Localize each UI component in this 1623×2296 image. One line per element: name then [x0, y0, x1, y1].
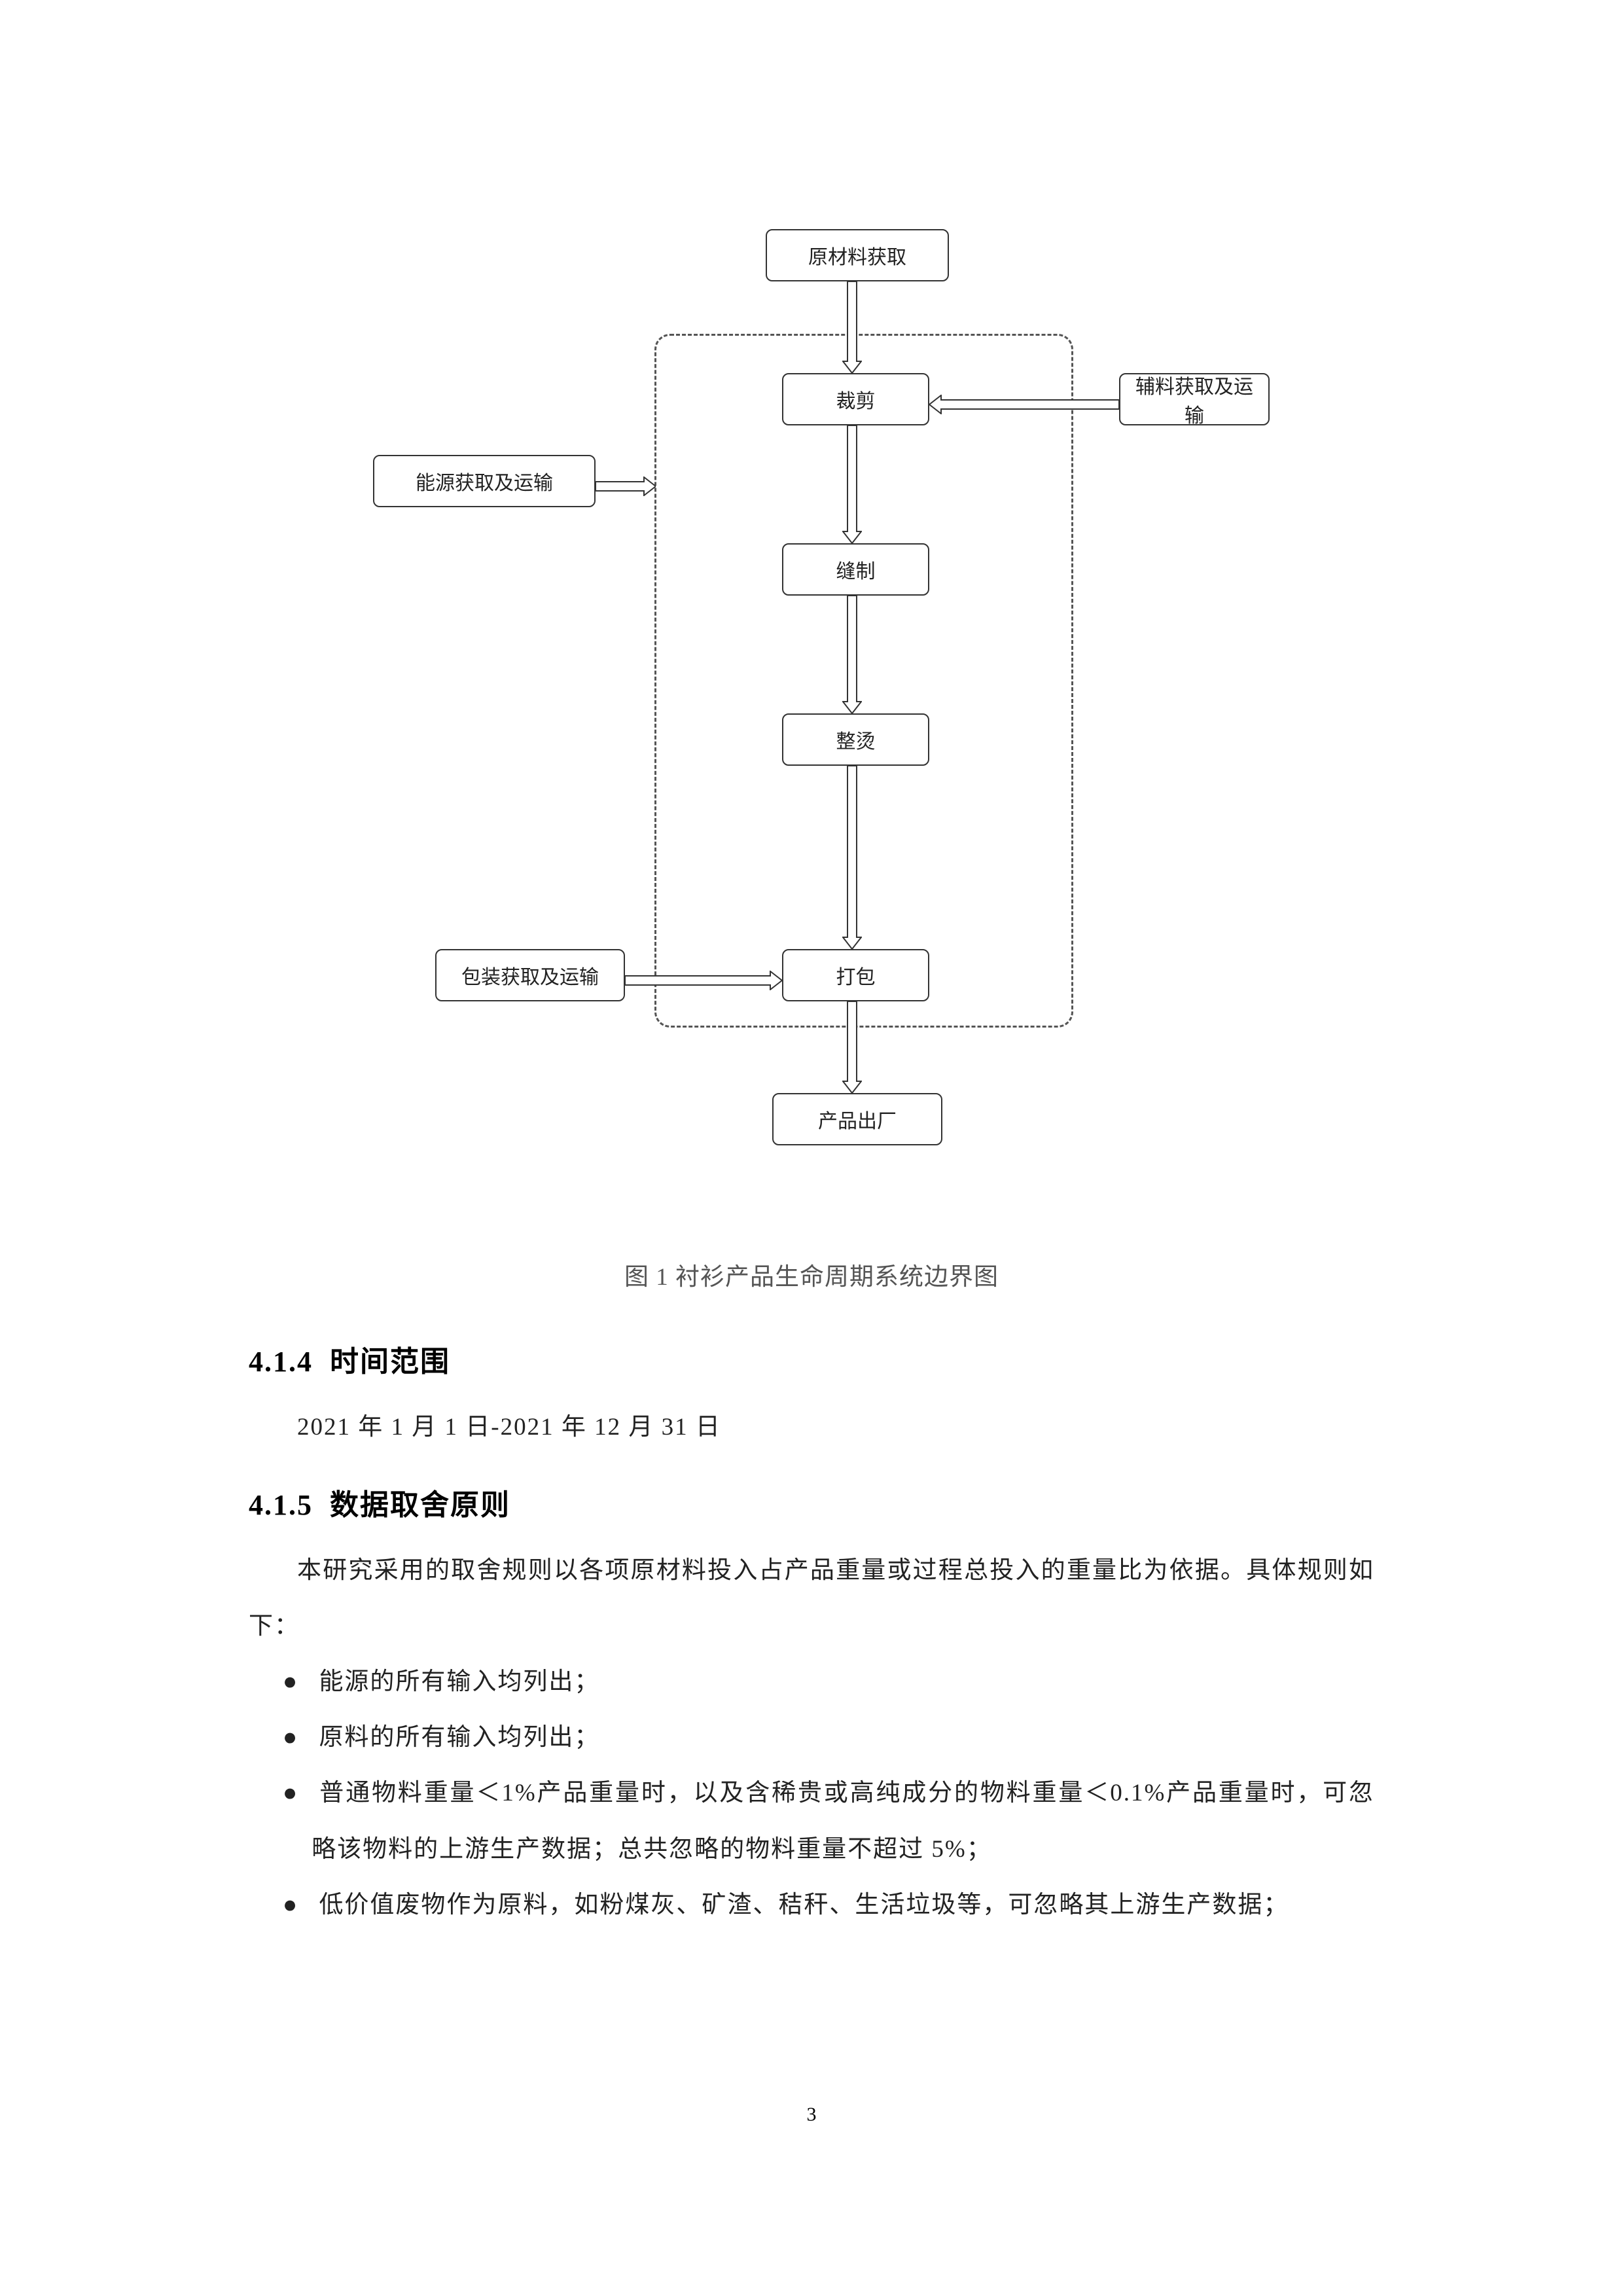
list-item-text: 低价值废物作为原料，如粉煤灰、矿渣、秸秆、生活垃圾等，可忽略其上游生产数据； — [312, 1892, 1289, 1918]
figure-caption: 图 1 衬衫产品生命周期系统边界图 — [249, 1257, 1374, 1292]
list-item: ● 能源的所有输入均列出； — [249, 1654, 1374, 1710]
bullet-icon: ● — [297, 1654, 312, 1710]
node-aux: 辅料获取及运输 — [1119, 373, 1270, 425]
heading-title: 数据取舍原则 — [330, 1489, 510, 1521]
flowchart: 原材料获取裁剪缝制整烫打包产品出厂 辅料获取及运输能源获取及运输包装获取及运输 — [353, 229, 1270, 1178]
node-out: 产品出厂 — [772, 1093, 942, 1145]
node-iron: 整烫 — [782, 713, 929, 766]
bullet-list: ● 能源的所有输入均列出；● 原料的所有输入均列出；● 普通物料重量＜1%产品重… — [249, 1654, 1374, 1932]
bullet-icon: ● — [297, 1710, 312, 1765]
page-number: 3 — [0, 2104, 1623, 2126]
heading-4-1-5: 4.1.5 数据取舍原则 — [249, 1481, 1374, 1523]
list-item-text: 能源的所有输入均列出； — [312, 1668, 599, 1695]
node-pack: 打包 — [782, 949, 929, 1001]
intro-paragraph: 本研究采用的取舍规则以各项原材料投入占产品重量或过程总投入的重量比为依据。具体规… — [249, 1543, 1374, 1654]
node-sew: 缝制 — [782, 543, 929, 596]
arrow-packmat-pack — [625, 971, 782, 990]
arrow-iron-pack — [842, 766, 862, 949]
list-item: ● 低价值废物作为原料，如粉煤灰、矿渣、秸秆、生活垃圾等，可忽略其上游生产数据； — [249, 1877, 1374, 1933]
list-item-text: 原料的所有输入均列出； — [312, 1724, 599, 1751]
node-raw: 原材料获取 — [766, 229, 949, 281]
bullet-icon: ● — [297, 1765, 312, 1821]
heading-num: 4.1.5 — [249, 1489, 313, 1521]
list-item-text: 普通物料重量＜1%产品重量时，以及含稀贵或高纯成分的物料重量＜0.1%产品重量时… — [312, 1780, 1374, 1862]
time-range-text: 2021 年 1 月 1 日-2021 年 12 月 31 日 — [249, 1399, 1374, 1455]
heading-title: 时间范围 — [330, 1346, 450, 1378]
list-item: ● 普通物料重量＜1%产品重量时，以及含稀贵或高纯成分的物料重量＜0.1%产品重… — [249, 1765, 1374, 1876]
node-packmat: 包装获取及运输 — [435, 949, 625, 1001]
system-boundary — [654, 334, 1073, 1028]
arrow-sew-iron — [842, 596, 862, 713]
list-item: ● 原料的所有输入均列出； — [249, 1710, 1374, 1765]
arrow-pack-out — [842, 1001, 862, 1093]
page: 原材料获取裁剪缝制整烫打包产品出厂 辅料获取及运输能源获取及运输包装获取及运输 图… — [0, 0, 1623, 2296]
arrow-cut-sew — [842, 425, 862, 543]
heading-4-1-4: 4.1.4 时间范围 — [249, 1338, 1374, 1380]
arrow-energy-box — [596, 476, 656, 496]
node-cut: 裁剪 — [782, 373, 929, 425]
heading-num: 4.1.4 — [249, 1346, 313, 1378]
node-energy: 能源获取及运输 — [373, 455, 596, 507]
arrow-raw-cut — [842, 281, 862, 373]
arrow-aux-cut — [929, 395, 1119, 414]
bullet-icon: ● — [297, 1877, 312, 1933]
